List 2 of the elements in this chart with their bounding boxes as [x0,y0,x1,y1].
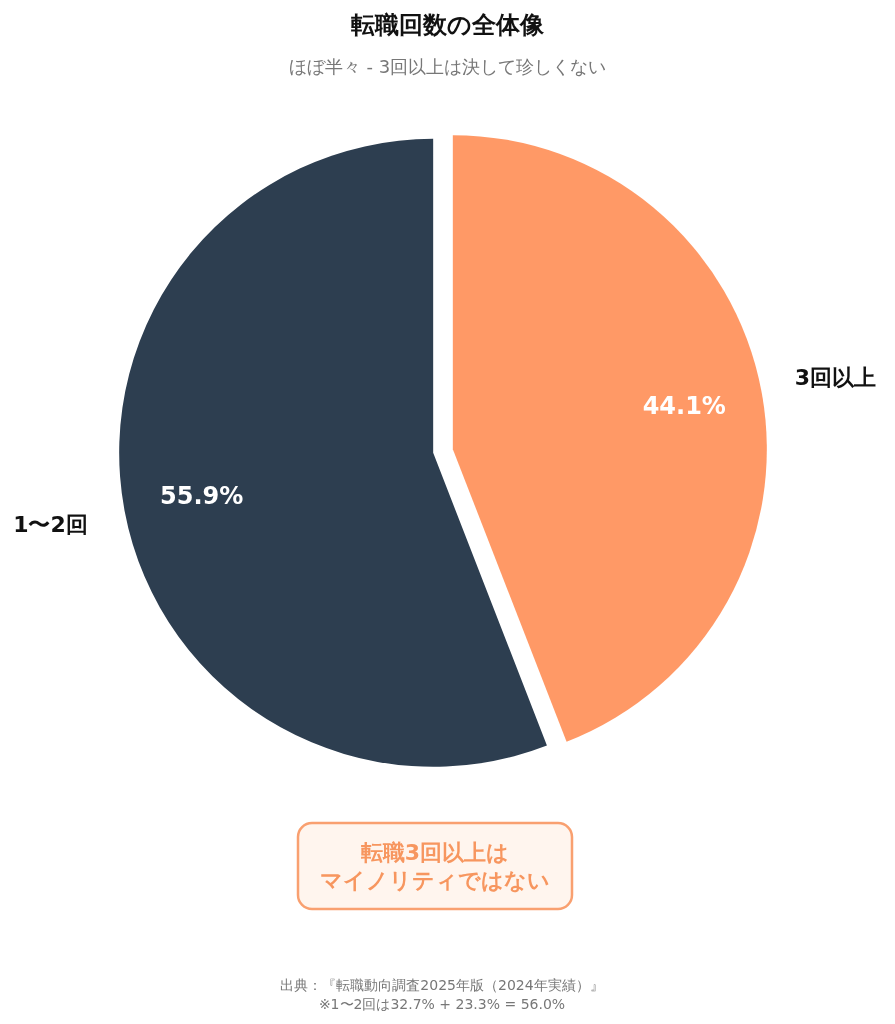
subtitle: ほぼ半々 - 3回以上は決して珍しくない [288,55,607,77]
title: 転職回数の全体像 [351,11,544,39]
